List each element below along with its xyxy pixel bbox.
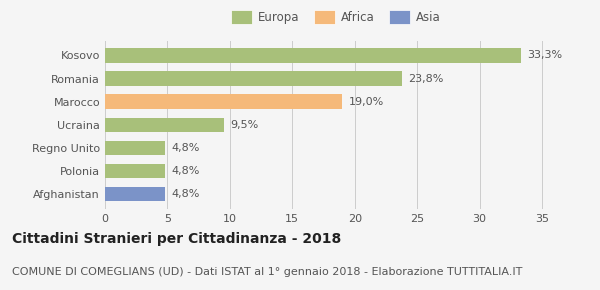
Bar [105, 95, 342, 109]
Bar [105, 164, 165, 178]
Legend: Europa, Africa, Asia: Europa, Africa, Asia [229, 8, 443, 26]
Text: 23,8%: 23,8% [409, 73, 444, 84]
Bar [105, 48, 521, 63]
Text: 33,3%: 33,3% [527, 50, 562, 60]
Bar [105, 187, 165, 201]
Text: Cittadini Stranieri per Cittadinanza - 2018: Cittadini Stranieri per Cittadinanza - 2… [12, 232, 341, 246]
Bar [105, 141, 165, 155]
Bar [105, 117, 224, 132]
Text: COMUNE DI COMEGLIANS (UD) - Dati ISTAT al 1° gennaio 2018 - Elaborazione TUTTITA: COMUNE DI COMEGLIANS (UD) - Dati ISTAT a… [12, 267, 523, 277]
Bar [105, 71, 402, 86]
Text: 19,0%: 19,0% [349, 97, 384, 107]
Text: 9,5%: 9,5% [230, 120, 258, 130]
Text: 4,8%: 4,8% [171, 189, 200, 199]
Text: 4,8%: 4,8% [171, 166, 200, 176]
Text: 4,8%: 4,8% [171, 143, 200, 153]
